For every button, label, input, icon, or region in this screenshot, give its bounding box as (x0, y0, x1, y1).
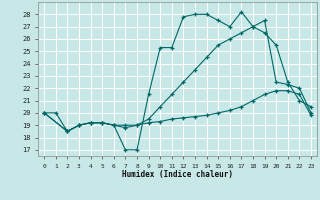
X-axis label: Humidex (Indice chaleur): Humidex (Indice chaleur) (122, 170, 233, 179)
